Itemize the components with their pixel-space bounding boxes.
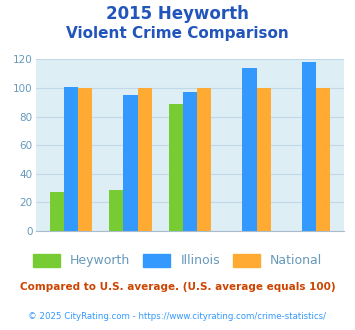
Bar: [257, 88, 271, 231]
Bar: [78, 88, 92, 231]
Text: 2015 Heyworth: 2015 Heyworth: [106, 5, 249, 23]
Bar: [242, 68, 257, 231]
Bar: [64, 86, 78, 231]
Bar: [316, 88, 330, 231]
Bar: [138, 88, 152, 231]
Bar: [197, 88, 211, 231]
Text: Violent Crime Comparison: Violent Crime Comparison: [66, 26, 289, 41]
Bar: [183, 92, 197, 231]
Text: © 2025 CityRating.com - https://www.cityrating.com/crime-statistics/: © 2025 CityRating.com - https://www.city…: [28, 312, 327, 321]
Bar: [109, 189, 123, 231]
Bar: [50, 192, 64, 231]
Bar: [123, 95, 138, 231]
Bar: [302, 62, 316, 231]
Legend: Heyworth, Illinois, National: Heyworth, Illinois, National: [28, 249, 327, 273]
Bar: [169, 104, 183, 231]
Text: Compared to U.S. average. (U.S. average equals 100): Compared to U.S. average. (U.S. average …: [20, 282, 335, 292]
